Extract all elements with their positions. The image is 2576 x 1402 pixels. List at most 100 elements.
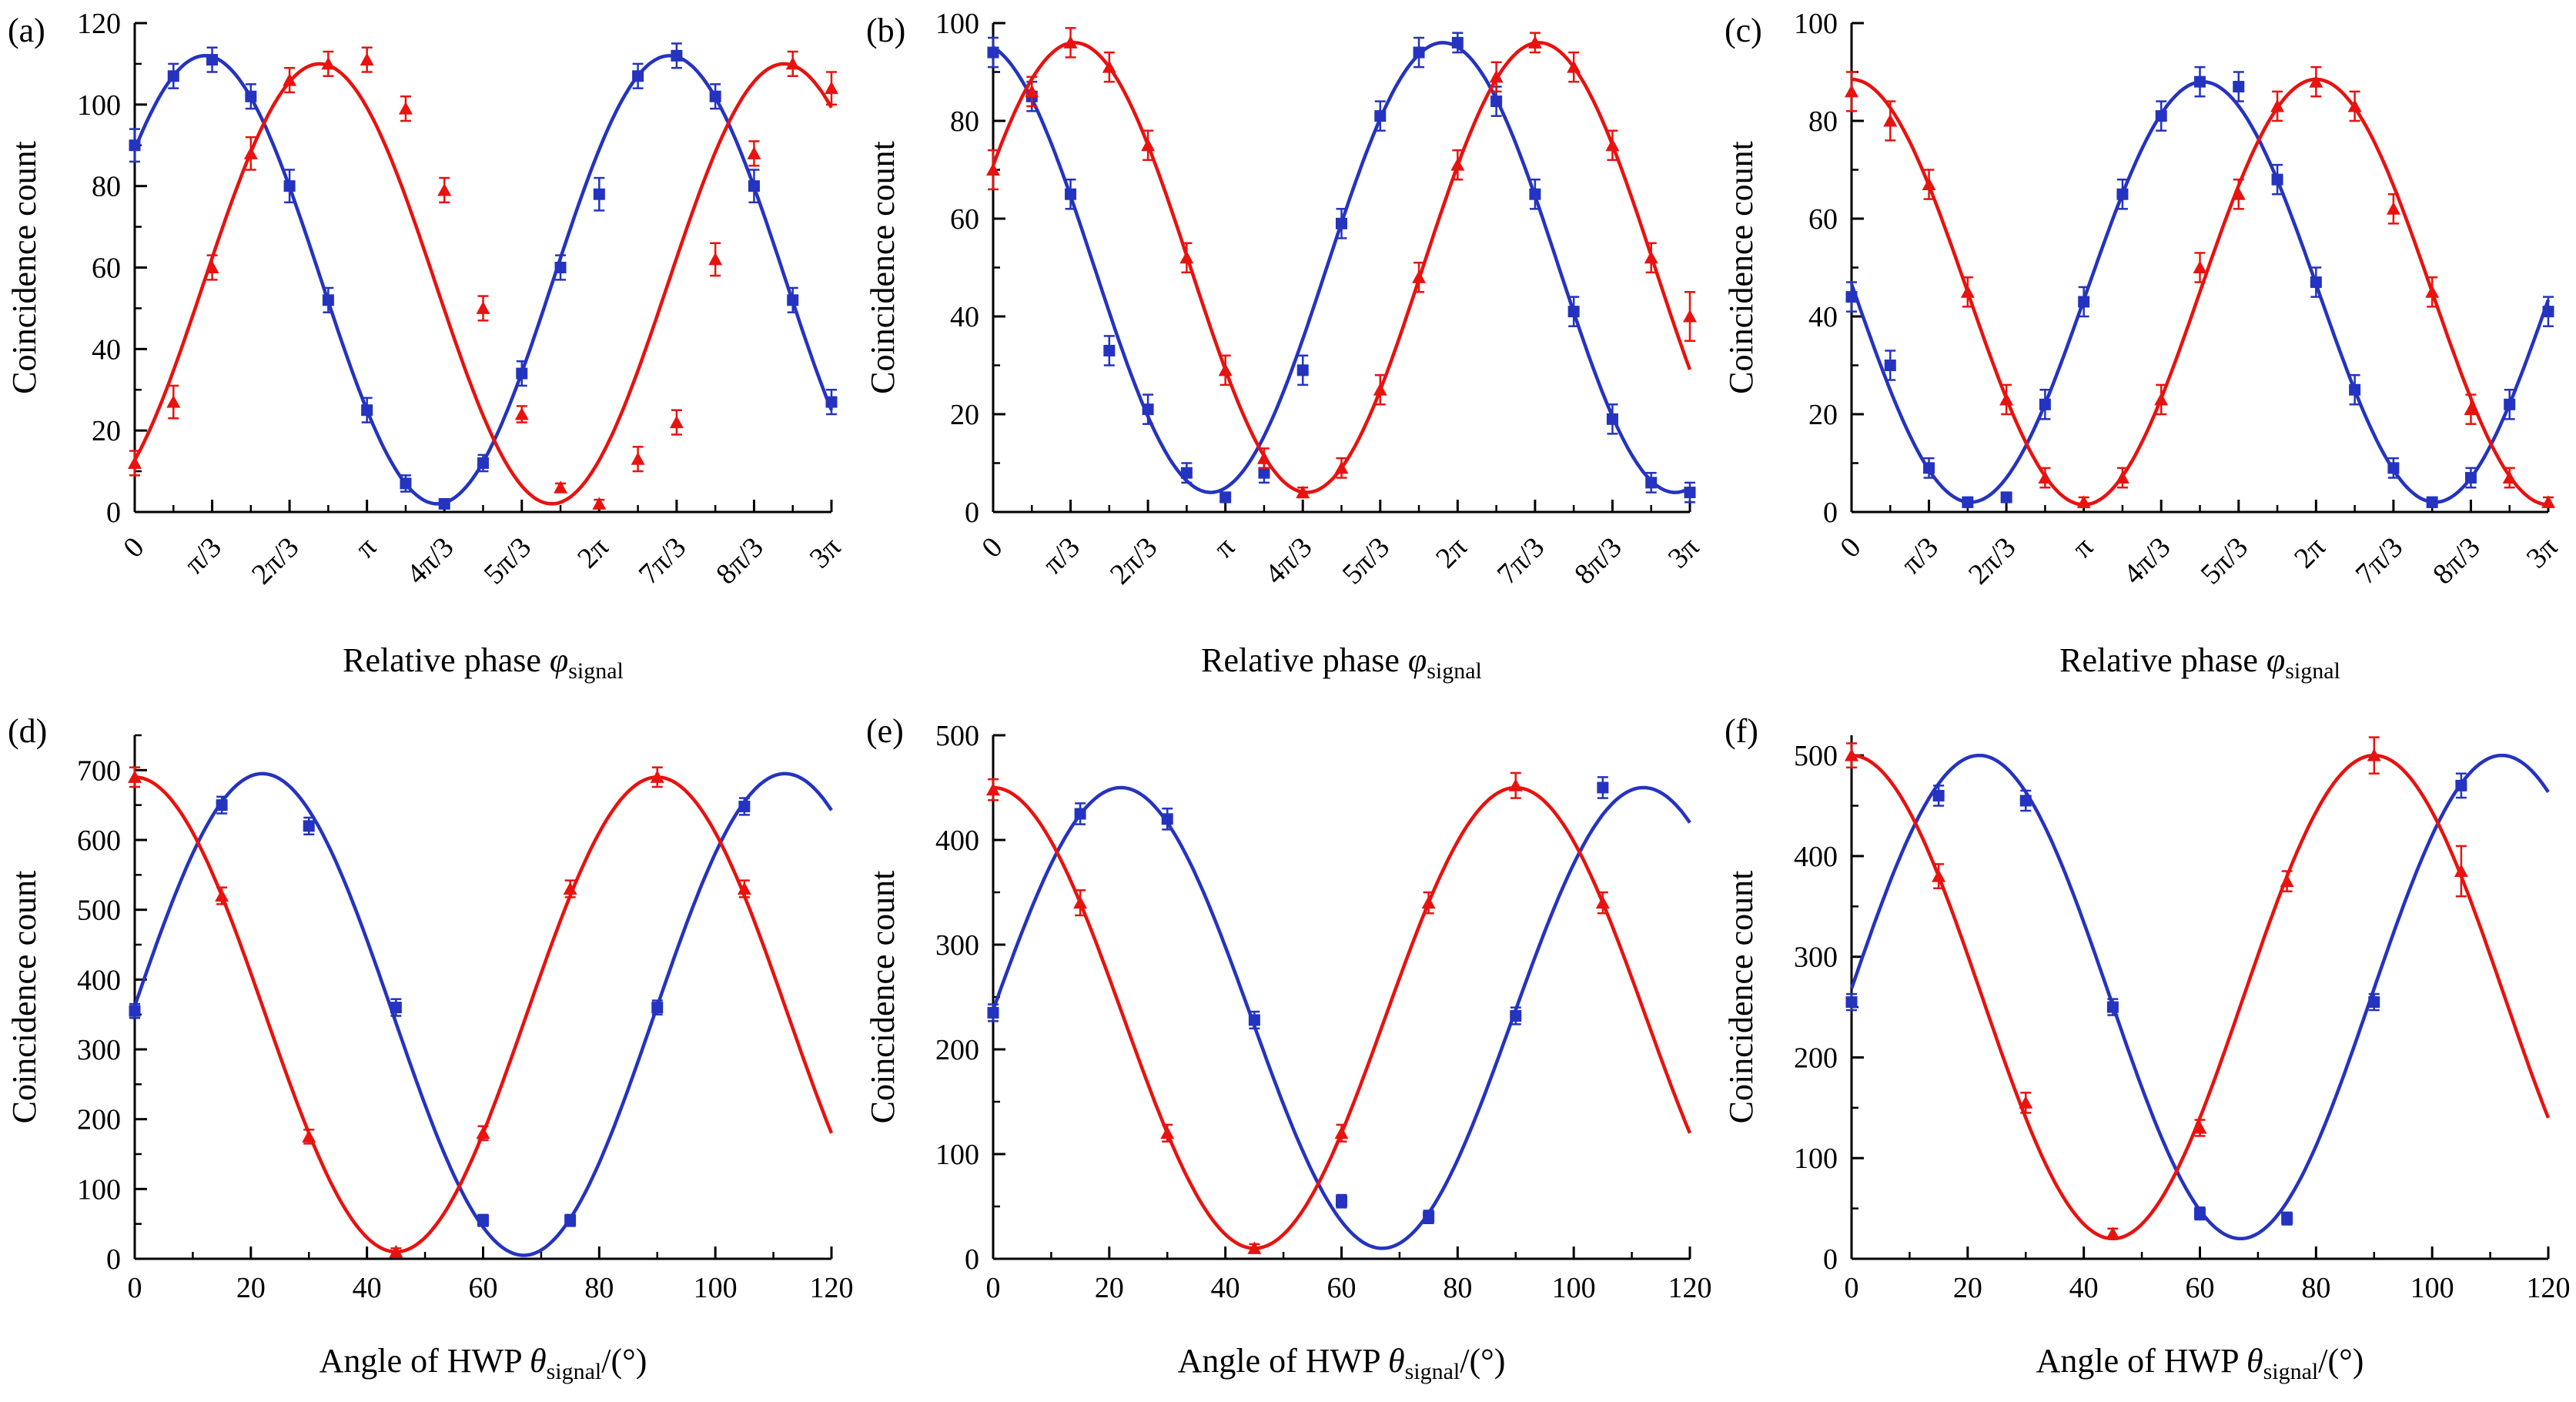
- red-data-point: [166, 384, 181, 420]
- y-tick-label: 60: [950, 203, 979, 236]
- square-marker: [516, 367, 528, 380]
- square-marker: [1161, 813, 1173, 825]
- triangle-marker: [398, 102, 413, 115]
- square-marker: [2368, 996, 2380, 1009]
- red-data-point: [2502, 467, 2517, 489]
- square-marker: [2039, 398, 2051, 410]
- y-tick-label: 100: [77, 1173, 121, 1206]
- blue-data-point: [825, 389, 838, 416]
- x-axis-title: Angle of HWP θsignal/(°): [1178, 1342, 1506, 1384]
- red-fit-curve: [134, 775, 834, 1254]
- chart-panel-d: 0 100 200 300 400 500 600 700 0 20 40 60 80 100 120 Ang…: [5, 712, 854, 1384]
- square-marker: [987, 1006, 999, 1019]
- square-marker: [2078, 296, 2090, 308]
- blue-data-point: [787, 286, 799, 313]
- x-tick-label: 80: [584, 1272, 614, 1304]
- triangle-marker: [554, 480, 568, 494]
- x-tick-label: 120: [810, 1272, 854, 1304]
- panel-tag: (c): [1725, 12, 1762, 49]
- triangle-marker: [592, 497, 607, 510]
- square-marker: [748, 180, 760, 192]
- x-tick-label: 0: [986, 1272, 1001, 1304]
- y-tick-label: 700: [77, 755, 121, 787]
- triangle-marker: [2280, 874, 2294, 888]
- x-tick-label: 8π/3: [1568, 531, 1628, 591]
- blue-data-point: [554, 254, 567, 281]
- triangle-marker: [1527, 35, 1542, 49]
- blue-data-point: [2368, 992, 2380, 1012]
- x-tick-label: 5π/3: [478, 531, 538, 591]
- triangle-marker: [128, 456, 142, 469]
- blue-data-point: [1336, 208, 1347, 239]
- square-marker: [206, 54, 219, 66]
- triangle-marker: [2193, 260, 2207, 273]
- blue-data-point: [2504, 389, 2516, 420]
- triangle-marker: [1922, 177, 1936, 191]
- blue-data-point: [390, 998, 402, 1017]
- red-data-point: [986, 149, 1000, 191]
- y-tick-label: 100: [1794, 8, 1838, 40]
- blue-data-point: [2310, 266, 2322, 298]
- blue-data-point: [632, 62, 644, 89]
- x-tick-label: 8π/3: [2427, 531, 2487, 591]
- x-tick-label: 3π: [1662, 531, 1706, 575]
- red-data-point: [1141, 129, 1156, 162]
- square-marker: [1413, 46, 1425, 59]
- y-tick-label: 60: [1808, 203, 1838, 236]
- triangle-marker: [1160, 1126, 1175, 1139]
- x-tick-label: 5π/3: [2195, 531, 2255, 591]
- x-tick-label: 0: [1845, 1272, 1859, 1304]
- red-data-point: [1025, 75, 1039, 108]
- blue-data-point: [1567, 296, 1580, 327]
- blue-data-point: [2387, 457, 2400, 479]
- x-tick-label: 7π/3: [633, 531, 693, 591]
- triangle-marker: [785, 56, 800, 70]
- red-data-point: [398, 95, 413, 122]
- square-marker: [2000, 491, 2012, 504]
- y-tick-label: 40: [950, 301, 979, 333]
- triangle-marker: [476, 301, 490, 314]
- square-marker: [1597, 781, 1609, 794]
- triangle-marker: [321, 56, 336, 70]
- red-data-point: [215, 886, 229, 905]
- triangle-marker: [1932, 869, 1946, 882]
- square-marker: [129, 139, 141, 152]
- triangle-marker: [1644, 250, 1658, 264]
- blue-data-point: [1684, 481, 1696, 504]
- y-tick-label: 0: [106, 497, 121, 529]
- blue-data-point: [216, 795, 228, 815]
- chart-panel-c: 0 20 40 60 80 100 0 π/3 2π/3 π 4π/3 5π/3 2π 7π/3 8π/3 3…: [1722, 8, 2564, 684]
- y-tick-label: 80: [1808, 105, 1838, 138]
- panel-a: 0 20 40 60 80 100 120 0 π/3 2π/3 π 4π/3 5π/3 2π 7π/3 8π…: [0, 0, 858, 701]
- y-axis-title: Coincidence count: [5, 141, 43, 394]
- blue-data-point: [1597, 776, 1609, 799]
- square-marker: [2349, 383, 2361, 396]
- blue-data-point: [1103, 335, 1116, 366]
- square-marker: [477, 1214, 489, 1226]
- square-marker: [2106, 1001, 2119, 1013]
- red-data-point: [986, 778, 1000, 801]
- triangle-marker: [1845, 84, 1858, 98]
- red-data-point: [737, 879, 751, 898]
- square-marker: [1374, 110, 1387, 122]
- red-data-point: [128, 450, 142, 477]
- x-tick-label: π/3: [1895, 531, 1945, 581]
- red-data-point: [1960, 276, 1975, 308]
- triangle-marker: [1141, 138, 1156, 152]
- red-data-point: [2280, 870, 2294, 892]
- blue-data-point: [564, 1213, 577, 1227]
- red-data-point: [554, 480, 568, 494]
- red-data-point: [1644, 242, 1658, 274]
- blue-data-point: [245, 83, 257, 110]
- y-tick-label: 0: [1823, 497, 1838, 529]
- triangle-marker: [1845, 748, 1858, 761]
- red-data-point: [2367, 736, 2381, 775]
- chart-panel-b: 0 20 40 60 80 100 0 π/3 2π/3 π 4π/3 5π/3 2π 7π/3 8π/3 3…: [864, 8, 1706, 684]
- x-tick-label: 20: [1953, 1272, 1982, 1304]
- triangle-marker: [1296, 485, 1310, 499]
- panel-tag: (b): [866, 12, 905, 49]
- red-data-point: [1932, 863, 1946, 890]
- blue-data-point: [2233, 71, 2245, 102]
- red-data-point: [389, 1244, 403, 1258]
- blue-data-point: [1180, 462, 1193, 484]
